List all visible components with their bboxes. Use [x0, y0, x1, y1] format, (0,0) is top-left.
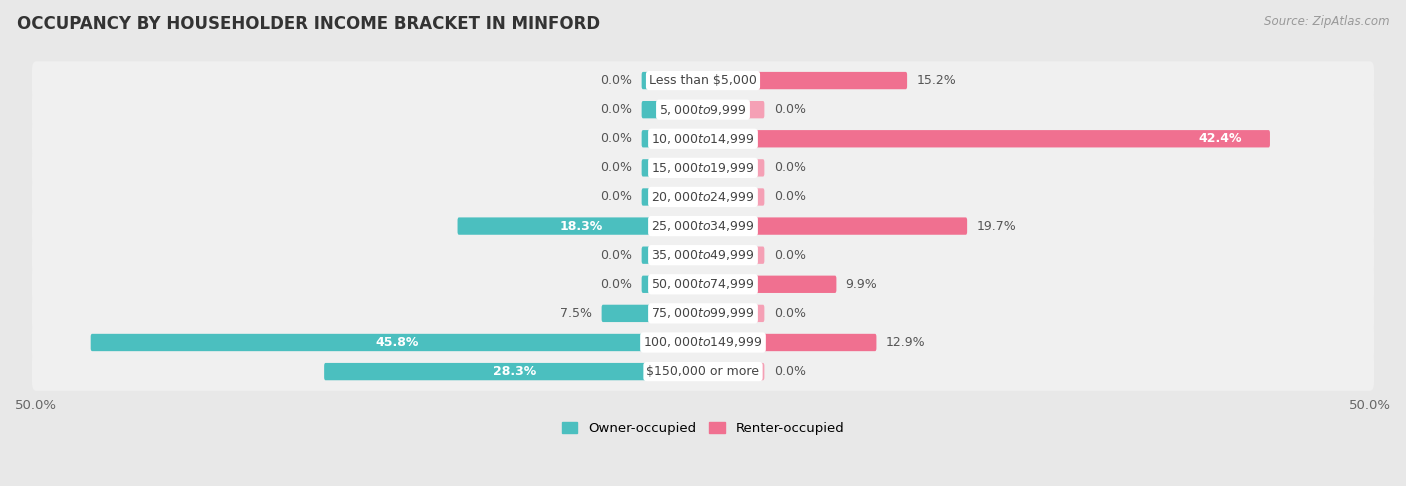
- Text: 0.0%: 0.0%: [773, 307, 806, 320]
- FancyBboxPatch shape: [702, 188, 765, 206]
- FancyBboxPatch shape: [702, 159, 765, 176]
- FancyBboxPatch shape: [32, 207, 1374, 245]
- Text: Less than $5,000: Less than $5,000: [650, 74, 756, 87]
- Text: $10,000 to $14,999: $10,000 to $14,999: [651, 132, 755, 146]
- FancyBboxPatch shape: [32, 323, 1374, 362]
- FancyBboxPatch shape: [702, 130, 1270, 147]
- FancyBboxPatch shape: [702, 276, 837, 293]
- Text: $150,000 or more: $150,000 or more: [647, 365, 759, 378]
- FancyBboxPatch shape: [32, 352, 1374, 391]
- Text: 19.7%: 19.7%: [977, 220, 1017, 233]
- Text: $35,000 to $49,999: $35,000 to $49,999: [651, 248, 755, 262]
- Text: 45.8%: 45.8%: [375, 336, 419, 349]
- Text: 0.0%: 0.0%: [600, 103, 633, 116]
- FancyBboxPatch shape: [32, 149, 1374, 187]
- FancyBboxPatch shape: [32, 236, 1374, 275]
- FancyBboxPatch shape: [32, 178, 1374, 216]
- FancyBboxPatch shape: [641, 159, 704, 176]
- Text: 15.2%: 15.2%: [917, 74, 956, 87]
- FancyBboxPatch shape: [457, 217, 704, 235]
- FancyBboxPatch shape: [702, 363, 765, 380]
- Text: 0.0%: 0.0%: [773, 161, 806, 174]
- Text: $100,000 to $149,999: $100,000 to $149,999: [644, 335, 762, 349]
- FancyBboxPatch shape: [91, 334, 704, 351]
- Text: $5,000 to $9,999: $5,000 to $9,999: [659, 103, 747, 117]
- FancyBboxPatch shape: [641, 276, 704, 293]
- Text: 42.4%: 42.4%: [1198, 132, 1241, 145]
- FancyBboxPatch shape: [32, 120, 1374, 158]
- FancyBboxPatch shape: [702, 72, 907, 89]
- Legend: Owner-occupied, Renter-occupied: Owner-occupied, Renter-occupied: [557, 417, 849, 440]
- Text: 0.0%: 0.0%: [600, 161, 633, 174]
- Text: 0.0%: 0.0%: [600, 74, 633, 87]
- Text: 0.0%: 0.0%: [773, 103, 806, 116]
- Text: OCCUPANCY BY HOUSEHOLDER INCOME BRACKET IN MINFORD: OCCUPANCY BY HOUSEHOLDER INCOME BRACKET …: [17, 15, 600, 33]
- Text: 12.9%: 12.9%: [886, 336, 925, 349]
- Text: 0.0%: 0.0%: [600, 132, 633, 145]
- Text: 0.0%: 0.0%: [773, 191, 806, 204]
- Text: $20,000 to $24,999: $20,000 to $24,999: [651, 190, 755, 204]
- Text: 28.3%: 28.3%: [492, 365, 536, 378]
- FancyBboxPatch shape: [641, 130, 704, 147]
- FancyBboxPatch shape: [641, 101, 704, 119]
- Text: 7.5%: 7.5%: [560, 307, 592, 320]
- Text: 0.0%: 0.0%: [600, 249, 633, 261]
- FancyBboxPatch shape: [32, 90, 1374, 129]
- Text: 18.3%: 18.3%: [560, 220, 603, 233]
- FancyBboxPatch shape: [702, 246, 765, 264]
- FancyBboxPatch shape: [32, 265, 1374, 303]
- Text: 0.0%: 0.0%: [600, 191, 633, 204]
- FancyBboxPatch shape: [602, 305, 704, 322]
- FancyBboxPatch shape: [32, 61, 1374, 100]
- FancyBboxPatch shape: [702, 101, 765, 119]
- Text: 9.9%: 9.9%: [846, 278, 877, 291]
- FancyBboxPatch shape: [641, 246, 704, 264]
- Text: $50,000 to $74,999: $50,000 to $74,999: [651, 278, 755, 291]
- FancyBboxPatch shape: [702, 305, 765, 322]
- Text: Source: ZipAtlas.com: Source: ZipAtlas.com: [1264, 15, 1389, 28]
- FancyBboxPatch shape: [32, 294, 1374, 332]
- FancyBboxPatch shape: [702, 217, 967, 235]
- Text: 0.0%: 0.0%: [600, 278, 633, 291]
- Text: $15,000 to $19,999: $15,000 to $19,999: [651, 161, 755, 175]
- Text: 0.0%: 0.0%: [773, 365, 806, 378]
- FancyBboxPatch shape: [641, 188, 704, 206]
- FancyBboxPatch shape: [325, 363, 704, 380]
- FancyBboxPatch shape: [641, 72, 704, 89]
- Text: 0.0%: 0.0%: [773, 249, 806, 261]
- Text: $25,000 to $34,999: $25,000 to $34,999: [651, 219, 755, 233]
- FancyBboxPatch shape: [702, 334, 876, 351]
- Text: $75,000 to $99,999: $75,000 to $99,999: [651, 306, 755, 320]
